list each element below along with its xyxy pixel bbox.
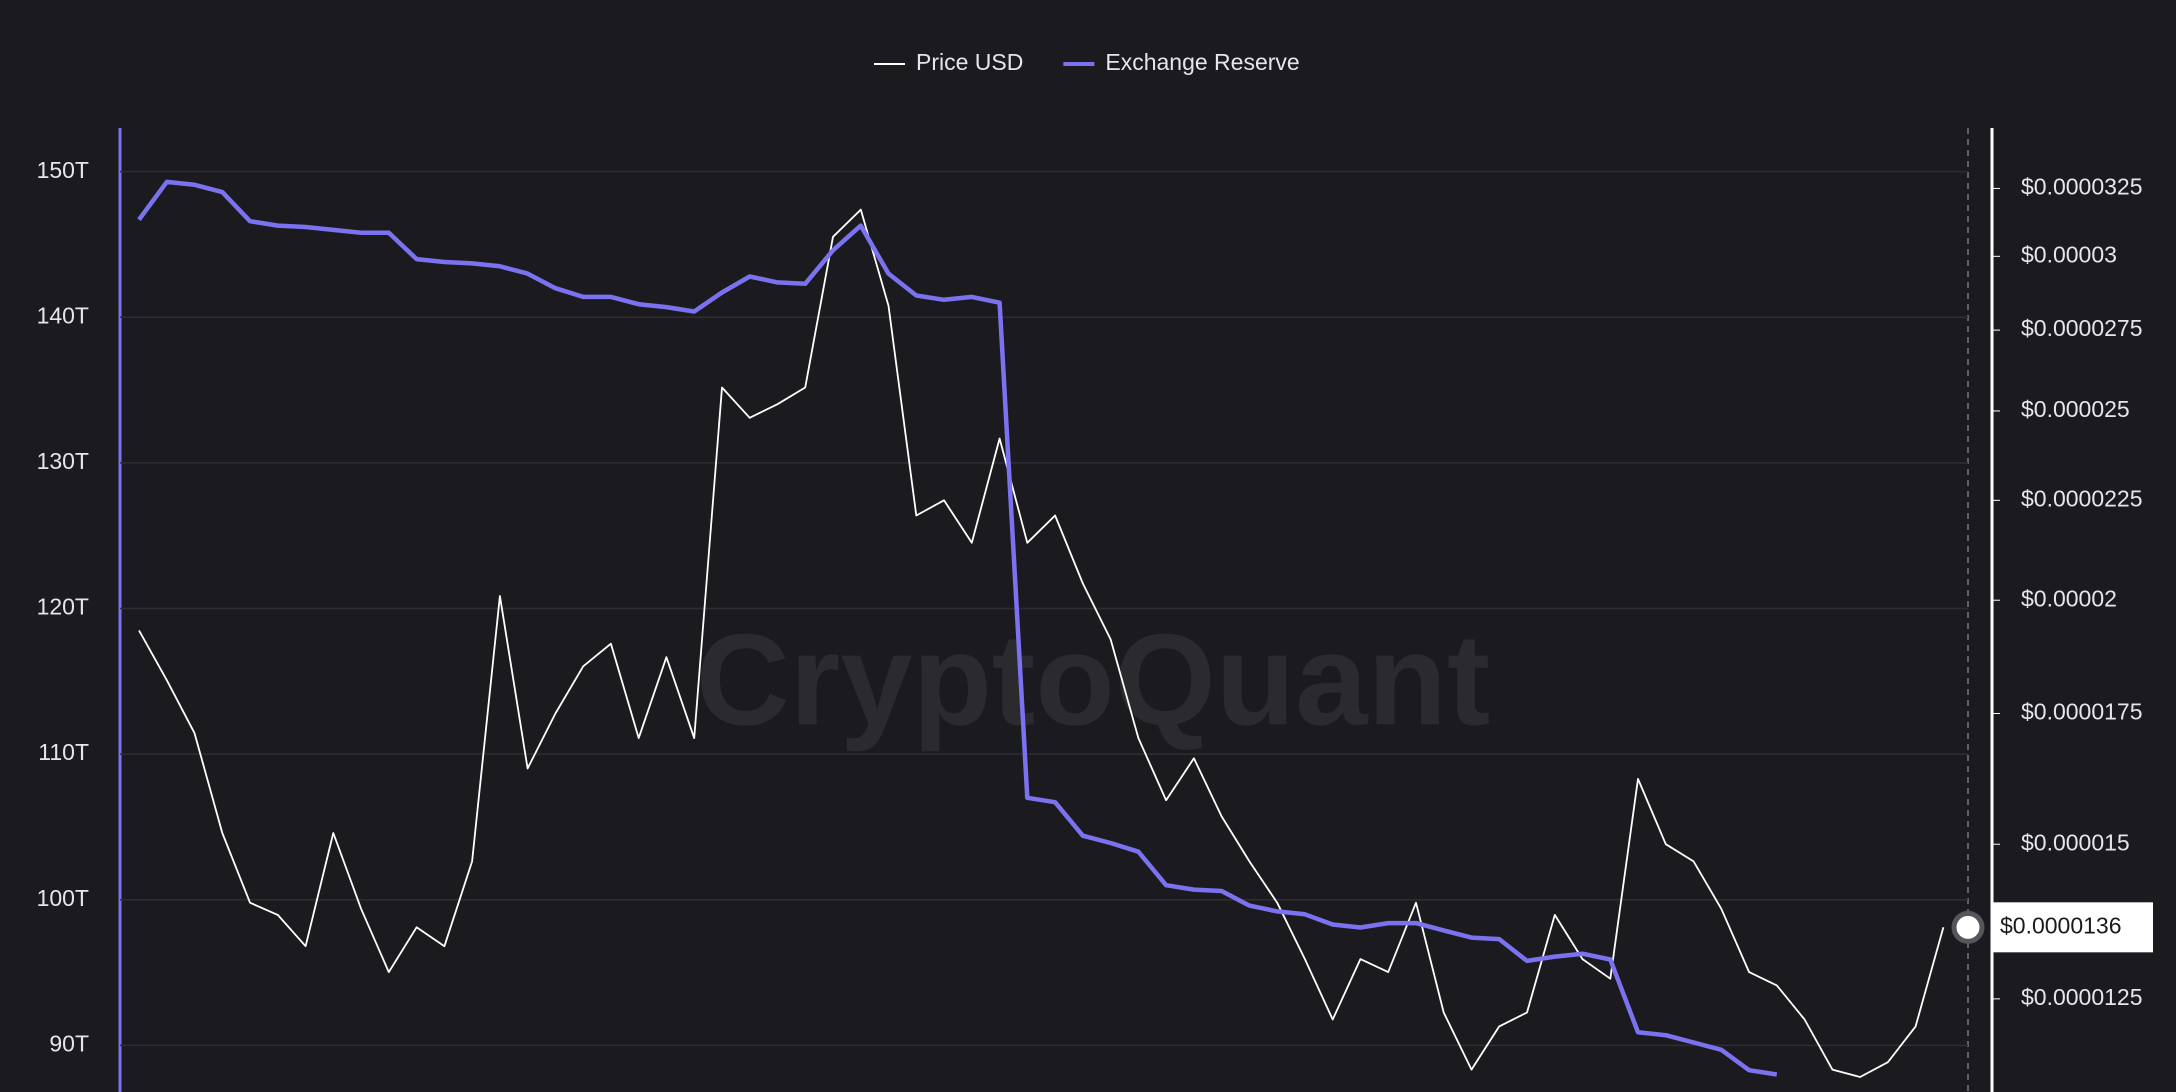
y2-tick-label: $0.000025 — [2021, 396, 2130, 422]
y-tick-label: 90T — [49, 1030, 89, 1056]
series-line — [138, 208, 1945, 1078]
y-tick-label: 130T — [37, 448, 89, 474]
y2-tick-label: $0.00002 — [2021, 585, 2117, 611]
series-line — [137, 179, 1778, 1077]
y-tick-label: 150T — [37, 157, 89, 183]
y2-tick-label: $0.0000275 — [2021, 315, 2143, 341]
legend-label[interactable]: Price USD — [916, 49, 1023, 75]
last-value-dot — [1951, 910, 1985, 944]
watermark: CryptoQuant — [696, 606, 1490, 752]
y-tick-label: 140T — [37, 302, 89, 328]
plot — [137, 179, 1985, 1078]
y2-tick-label: $0.000015 — [2021, 829, 2130, 855]
last-value-label: $0.0000136 — [2000, 912, 2122, 938]
legend: Price USD Exchange Reserve — [874, 49, 1300, 75]
axes: 90T 100T 110T 120T 130T 140T 150T $0.0000125 $0.… — [37, 157, 2153, 1056]
y-tick-label: 120T — [37, 594, 89, 620]
y-tick-label: 100T — [37, 885, 89, 911]
y-tick-label: 110T — [38, 739, 89, 765]
y2-tick-label: $0.0000125 — [2021, 984, 2143, 1010]
y2-tick-label: $0.0000175 — [2021, 699, 2143, 725]
grid — [120, 170, 1968, 1047]
legend-label[interactable]: Exchange Reserve — [1105, 49, 1299, 75]
y2-tick-label: $0.0000325 — [2021, 174, 2143, 200]
last-value-box — [1993, 902, 2153, 953]
y2-tick-label: $0.0000225 — [2021, 485, 2143, 511]
y2-tick-label: $0.00003 — [2021, 241, 2117, 267]
